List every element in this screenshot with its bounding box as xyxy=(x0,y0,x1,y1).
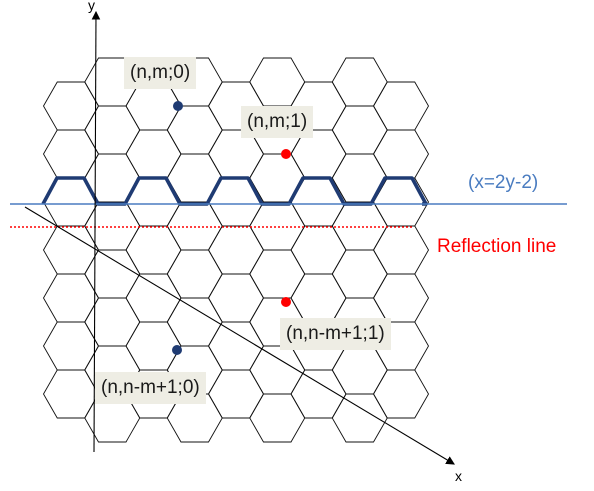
hexagon-cell xyxy=(249,249,306,299)
hexagon-cell xyxy=(372,81,430,131)
hexagon-cell xyxy=(331,57,388,107)
reflection-line-label: Reflection line xyxy=(437,236,557,257)
hexagon-cell xyxy=(84,297,141,347)
y-axis xyxy=(91,10,101,453)
hexagon-cell xyxy=(290,273,347,323)
x-axis xyxy=(24,206,455,465)
hexagon-cell xyxy=(331,201,388,251)
hexagon-cell xyxy=(207,273,265,323)
hexagon-cell xyxy=(372,129,430,179)
hexagon-cell xyxy=(249,393,306,443)
hexagon-cell xyxy=(42,273,100,323)
highlighted-zigzag-chain xyxy=(41,176,428,206)
hexagon-cell xyxy=(42,321,100,371)
hexagon-cell xyxy=(84,201,141,251)
hexagon-cell xyxy=(84,249,141,299)
hexagon-cell xyxy=(372,273,430,323)
hexagon-cell xyxy=(331,249,388,299)
point-n-m-0 xyxy=(173,101,183,111)
y-axis-label: y xyxy=(88,0,95,13)
hexagon-cell xyxy=(331,393,388,443)
label-n-m-0: (n,m;0) xyxy=(124,57,197,89)
label-n-n-m-plus-1-1: (n,n-m+1;1) xyxy=(280,318,391,350)
hexagon-cell xyxy=(42,129,100,179)
hexagon-cell xyxy=(125,225,182,275)
hexagon-cell xyxy=(207,321,265,371)
zigzag-chain-line xyxy=(41,176,428,206)
point-n-n-m-plus-1-0 xyxy=(172,345,182,355)
hexagon-cell xyxy=(42,81,100,131)
hexagon-cell xyxy=(249,201,306,251)
hexagon-cell xyxy=(249,57,306,107)
hexagon-cell xyxy=(207,369,265,419)
label-n-m-1: (n,m;1) xyxy=(241,106,314,138)
hexagon-cell xyxy=(42,225,100,275)
point-n-n-m-plus-1-1 xyxy=(281,297,291,307)
blue-line-equation-label: (x=2y-2) xyxy=(468,172,539,193)
hexagon-cell xyxy=(166,105,223,155)
hexagon-cell xyxy=(166,297,223,347)
hexagon-cell xyxy=(42,369,100,419)
hexagon-cell xyxy=(125,321,182,371)
hexagon-cell xyxy=(125,129,182,179)
hexagon-cell xyxy=(84,105,141,155)
hexagon-cell xyxy=(331,345,388,395)
hexagon-cell xyxy=(166,201,223,251)
point-n-m-1 xyxy=(281,149,291,159)
hexagon-cell xyxy=(290,225,347,275)
hexagon-cell xyxy=(125,81,182,131)
hexagon-cell xyxy=(331,105,388,155)
label-n-n-m-plus-1-0: (n,n-m+1;0) xyxy=(95,372,206,404)
hexagon-cell xyxy=(207,225,265,275)
hexagon-cell xyxy=(372,369,430,419)
x-axis-label: x xyxy=(455,468,462,484)
hexagon-cell xyxy=(125,273,182,323)
hexagon-cell xyxy=(372,225,430,275)
hexagon-cell xyxy=(166,249,223,299)
